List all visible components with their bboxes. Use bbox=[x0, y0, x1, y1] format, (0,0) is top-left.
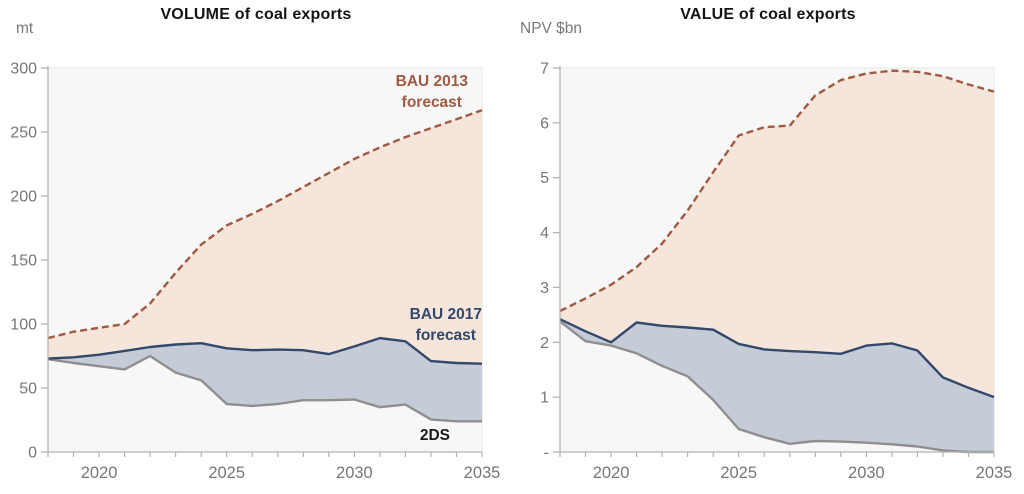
y-tick-label: 2 bbox=[540, 335, 549, 352]
bau-2017-forecast-label-line2: forecast bbox=[415, 327, 476, 344]
2ds-label-line1: 2DS bbox=[419, 427, 450, 444]
value-plot-area: - 1 2 3 4 5 6 7 2020 2025 2030 2035 bbox=[540, 61, 1013, 483]
y-tick-label: 200 bbox=[10, 189, 37, 206]
y-tick-label: 5 bbox=[540, 170, 549, 187]
y-tick-label: 7 bbox=[540, 61, 549, 78]
line-bau-2013-forecast bbox=[559, 69, 995, 313]
line-2ds bbox=[559, 320, 994, 454]
y-tick-label: 300 bbox=[10, 61, 37, 78]
bau-2017-forecast-label-line1: BAU 2017 bbox=[409, 306, 482, 323]
bau-2013-forecast-label-line1: BAU 2013 bbox=[395, 73, 468, 90]
y-tick-label: - bbox=[544, 445, 549, 462]
x-tick-label: 2025 bbox=[208, 464, 245, 482]
y-tick-label: 0 bbox=[28, 445, 37, 462]
volume-unit-label: mt bbox=[16, 20, 34, 37]
area-2ds bbox=[560, 321, 994, 452]
x-tick-label: 2020 bbox=[593, 464, 630, 482]
line-bau-2013-forecast bbox=[47, 109, 483, 340]
y-tick-label: 100 bbox=[10, 317, 37, 334]
x-tick-label: 2020 bbox=[81, 464, 118, 482]
y-tick-label: 3 bbox=[540, 280, 549, 297]
value-unit-label: NPV $bn bbox=[520, 20, 583, 37]
y-tick-label: 250 bbox=[10, 125, 37, 142]
y-tick-label: 4 bbox=[540, 225, 549, 242]
y-tick-label: 150 bbox=[10, 253, 37, 270]
bau-2013-forecast-label: BAU 2013 forecast bbox=[396, 71, 468, 113]
y-tick-label: 6 bbox=[540, 115, 549, 132]
x-tick-label: 2030 bbox=[336, 464, 373, 482]
volume-chart-title: VOLUME of coal exports bbox=[160, 6, 352, 23]
x-tick-label: 2035 bbox=[976, 464, 1013, 482]
2ds-label: 2DS bbox=[420, 425, 450, 446]
y-tick-label: 50 bbox=[19, 381, 37, 398]
line-2ds bbox=[47, 354, 482, 423]
bau-2013-forecast-label-line2: forecast bbox=[401, 94, 462, 111]
area-2ds bbox=[48, 356, 482, 452]
value-chart: NPV $bn VALUE of coal exports - 1 2 3 4 5 6 7 20… bbox=[512, 0, 1024, 494]
volume-chart: mt VOLUME of coal exports 0 50 100 150 200 25… bbox=[10, 6, 501, 483]
x-tick-label: 2030 bbox=[848, 464, 885, 482]
x-tick-label: 2025 bbox=[720, 464, 757, 482]
value-chart-title: VALUE of coal exports bbox=[680, 6, 856, 23]
y-tick-label: 1 bbox=[540, 390, 549, 407]
x-tick-label: 2035 bbox=[464, 464, 501, 482]
line-bau-2017-forecast bbox=[559, 318, 995, 399]
line-bau-2017-forecast bbox=[47, 336, 483, 365]
bau-2017-forecast-label: BAU 2017 forecast bbox=[410, 304, 482, 346]
volume-plot-area: 0 50 100 150 200 250 300 2020 2025 2030 2035 bbox=[10, 61, 501, 483]
